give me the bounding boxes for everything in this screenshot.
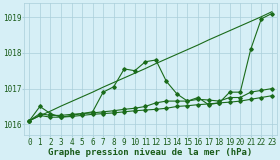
- X-axis label: Graphe pression niveau de la mer (hPa): Graphe pression niveau de la mer (hPa): [48, 148, 253, 157]
